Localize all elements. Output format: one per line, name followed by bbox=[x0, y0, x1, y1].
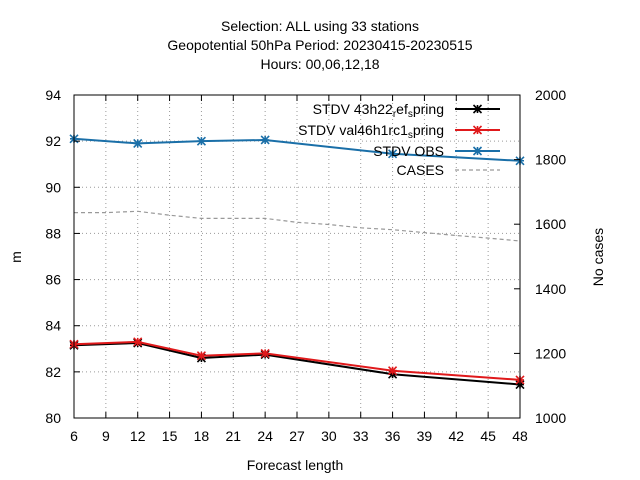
x-axis-label: Forecast length bbox=[247, 457, 344, 473]
data-point bbox=[388, 149, 398, 159]
series-layer bbox=[69, 134, 525, 390]
series-3 bbox=[74, 210, 521, 242]
series-line bbox=[73, 137, 521, 162]
x-tick-label: 21 bbox=[225, 428, 241, 444]
y-tick-label: 84 bbox=[45, 318, 61, 334]
y-axis-label: m bbox=[8, 251, 24, 263]
data-point bbox=[133, 138, 143, 149]
data-point bbox=[260, 348, 270, 358]
y2-tick-label: 2000 bbox=[535, 87, 566, 103]
x-tick-label: 6 bbox=[70, 428, 78, 444]
x-tick-label: 18 bbox=[194, 428, 210, 444]
series-1 bbox=[69, 337, 525, 385]
legend-label-part: ef bbox=[396, 101, 408, 117]
legend-label-part: r bbox=[393, 109, 397, 120]
y-tick-label: 86 bbox=[45, 272, 61, 288]
y-tick-label: 80 bbox=[45, 410, 61, 426]
data-point bbox=[472, 125, 483, 135]
legend-label: STDV OBS bbox=[373, 143, 444, 159]
data-point bbox=[472, 146, 483, 156]
x-tick-label: 42 bbox=[448, 428, 464, 444]
chart-title-line-1: Selection: ALL using 33 stations bbox=[221, 18, 419, 34]
data-point bbox=[472, 104, 483, 114]
y2-tick-label: 1000 bbox=[535, 410, 566, 426]
data-point bbox=[196, 351, 206, 361]
y2-tick-label: 1200 bbox=[535, 345, 566, 361]
legend-label: STDV 43h22refspring bbox=[313, 101, 444, 120]
series-line bbox=[73, 340, 521, 381]
x-tick-label: 9 bbox=[102, 428, 110, 444]
y-tick-label: 90 bbox=[45, 179, 61, 195]
legend-label-part: s bbox=[408, 130, 413, 141]
x-tick-label: 30 bbox=[321, 428, 337, 444]
y-tick-label: 92 bbox=[45, 133, 61, 149]
y-tick-label: 94 bbox=[45, 87, 61, 103]
legend-label-part: STDV val46h1rc1 bbox=[298, 122, 408, 138]
x-tick-label: 12 bbox=[130, 428, 146, 444]
axis-ticks: 6 9 12 15 18 21 24 27 30 33 36 39 42 45 48 80 82 84 86 88 90… bbox=[45, 87, 566, 444]
legend-label-part: pring bbox=[413, 101, 444, 117]
x-tick-label: 24 bbox=[257, 428, 273, 444]
y2-tick-label: 1800 bbox=[535, 152, 566, 168]
legend-label-part: pring bbox=[413, 122, 444, 138]
series-line bbox=[73, 341, 521, 386]
series-line bbox=[74, 210, 521, 242]
y2-tick-label: 1400 bbox=[535, 281, 566, 297]
y-tick-label: 82 bbox=[45, 364, 61, 380]
legend-label: CASES bbox=[397, 162, 444, 178]
y2-tick-label: 1600 bbox=[535, 216, 566, 232]
x-tick-label: 36 bbox=[385, 428, 401, 444]
data-point bbox=[260, 135, 270, 145]
x-tick-label: 27 bbox=[289, 428, 305, 444]
data-point bbox=[196, 136, 206, 146]
chart-title-line-2: Geopotential 50hPa Period: 20230415-2023… bbox=[167, 37, 473, 53]
chart-title-line-3: Hours: 00,06,12,18 bbox=[260, 56, 380, 72]
data-point bbox=[133, 337, 143, 347]
x-tick-label: 33 bbox=[353, 428, 369, 444]
x-tick-label: 45 bbox=[480, 428, 496, 444]
legend-label: STDV val46h1rc1spring bbox=[298, 122, 444, 141]
y-tick-label: 88 bbox=[45, 225, 61, 241]
x-tick-label: 48 bbox=[512, 428, 528, 444]
legend-label-part: STDV 43h22 bbox=[313, 101, 393, 117]
x-tick-label: 15 bbox=[162, 428, 178, 444]
y2-axis-label: No cases bbox=[590, 228, 606, 286]
legend-label-part: s bbox=[408, 109, 413, 120]
x-tick-label: 39 bbox=[417, 428, 433, 444]
data-point bbox=[388, 366, 398, 376]
